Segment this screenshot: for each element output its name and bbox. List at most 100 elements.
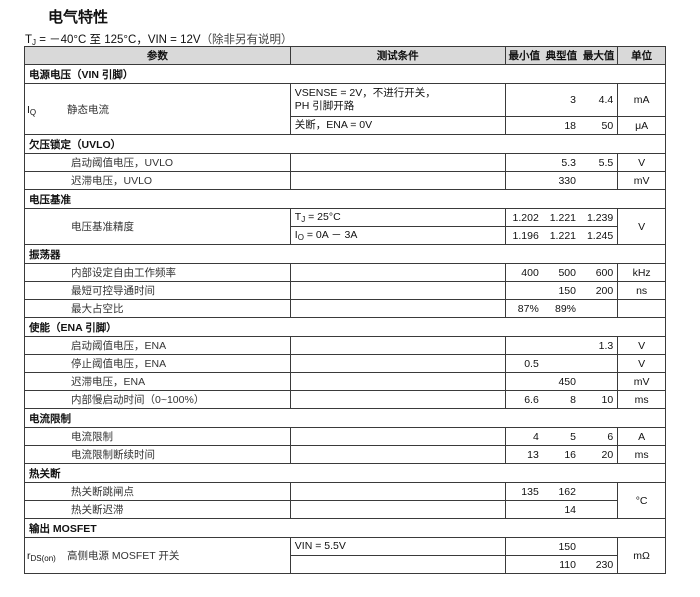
max-value [580, 372, 619, 391]
unit-cell: V [617, 354, 666, 373]
table-row: 迟滞电压，UVLO 330 mV [24, 171, 666, 190]
typ-value: 5.3 [542, 153, 580, 172]
typ-value: 150 [542, 281, 580, 300]
test-condition-cell [289, 500, 506, 519]
section-row: 振荡器 [24, 244, 666, 264]
conditions-line: TJ = －40°C 至 125°C，VIN = 12V（除非另有说明） [25, 31, 293, 47]
typ-value: 8 [542, 390, 580, 409]
typ-value: 5 [542, 427, 580, 446]
table-row: 电流限制断续时间 13 16 20 ms [24, 445, 666, 464]
parameter-name: 电压基准精度 [71, 221, 134, 233]
unit-cell: mA [617, 83, 666, 117]
test-condition-cell [289, 153, 506, 172]
conditions-text: = －40°C 至 125°C，VIN = 12V [36, 34, 201, 46]
header-test-conditions: 测试条件 [289, 46, 506, 65]
parameter-cell: 电压基准精度 [24, 208, 291, 245]
condition-symbol: I [294, 229, 298, 241]
parameter-cell: 最大占空比 [24, 299, 291, 318]
section-title: 电流限制 [24, 408, 666, 428]
electrical-characteristics-table: 参数 测试条件 最小值 典型值 最大值 单位 电源电压（VIN 引脚） IQ 静态电… [24, 46, 666, 574]
parameter-cell: 热关断跳闸点 [24, 482, 291, 501]
symbol-subscript: Q [29, 107, 37, 117]
parameter-name: 迟滞电压，UVLO [71, 175, 153, 187]
unit-cell: μA [617, 116, 666, 135]
min-value: 6.6 [504, 390, 543, 409]
parameter-name: 热关断迟滞 [71, 504, 124, 516]
min-value [504, 372, 543, 391]
tj-subscript: J [32, 38, 37, 47]
table-row: 启动阈值电压，UVLO 5.3 5.5 V [24, 153, 666, 172]
test-condition-cell [289, 354, 506, 373]
unit-cell: ms [617, 390, 666, 409]
parameter-name: 内部慢启动时间（0~100%） [71, 394, 205, 406]
parameter-name: 迟滞电压，ENA [71, 376, 146, 388]
table-row: 电流限制 4 5 6 A [24, 427, 666, 446]
page-title: 电气特性 [48, 9, 109, 26]
table-row: 关断，ENA = 0V 18 50 μA [25, 116, 666, 135]
parameter-name: 启动阈值电压，ENA [71, 340, 167, 352]
parameter-name: 内部设定自由工作频率 [71, 267, 176, 279]
table-row: 热关断跳闸点 135 162 °C [24, 482, 666, 519]
header-typ: 典型值 [542, 46, 580, 65]
test-condition-cell [289, 390, 506, 409]
table-row: 启动阈值电压，ENA 1.3 V [24, 336, 666, 355]
min-value [504, 153, 543, 172]
max-value [580, 171, 619, 190]
parameter-cell: 启动阈值电压，ENA [24, 336, 291, 355]
table-row: 内部设定自由工作频率 400 500 600 kHz [24, 263, 666, 282]
parameter-cell: 迟滞电压，UVLO [24, 171, 291, 190]
test-condition-cell [289, 427, 506, 446]
min-value: 1.202 [504, 208, 543, 227]
condition-text: = 0A － 3A [303, 229, 358, 241]
unit-cell: mV [617, 372, 666, 391]
header-unit: 单位 [617, 46, 666, 65]
section-title: 热关断 [24, 463, 666, 483]
section-title: 振荡器 [24, 244, 666, 264]
max-value [580, 482, 619, 501]
section-row: 欠压锁定（UVLO） [24, 134, 666, 154]
table-row: 内部慢启动时间（0~100%） 6.6 8 10 ms [24, 390, 666, 409]
table-row: 热关断迟滞 14 [24, 500, 666, 519]
condition-text: VIN = 5.5V [294, 540, 346, 552]
section-row: 热关断 [24, 463, 666, 483]
parameter-cell: 迟滞电压，ENA [24, 372, 291, 391]
max-value [580, 354, 619, 373]
condition-subscript: J [301, 215, 306, 224]
section-row: 使能（ENA 引脚） [24, 317, 666, 337]
parameter-name: 电流限制 [71, 431, 113, 443]
test-condition-cell: IO = 0A － 3A [289, 226, 506, 245]
test-condition-cell: VIN = 5.5V [289, 537, 506, 556]
section-title: 电源电压（VIN 引脚） [24, 64, 666, 84]
max-value: 5.5 [580, 153, 619, 172]
parameter-name: 静态电流 [67, 103, 109, 116]
typ-value: 1.221 [542, 208, 580, 227]
max-value: 200 [580, 281, 619, 300]
min-value [504, 116, 543, 135]
table-row: 迟滞电压，ENA 450 mV [24, 372, 666, 391]
condition-subscript: O [297, 233, 304, 242]
typ-value: 150 [542, 537, 580, 556]
min-value: 13 [504, 445, 543, 464]
typ-value: 500 [542, 263, 580, 282]
table-row: 最短可控导通时间 150 200 ns [24, 281, 666, 300]
test-condition-cell: 关断，ENA = 0V [289, 116, 506, 135]
section-title: 欠压锁定（UVLO） [24, 134, 666, 154]
min-value [504, 555, 543, 574]
max-value [580, 500, 619, 519]
symbol-subscript: DS(on) [30, 554, 56, 563]
unit-cell: V [617, 153, 666, 172]
max-value: 230 [580, 555, 619, 574]
test-condition-cell [289, 445, 506, 464]
min-value: 1.196 [504, 226, 543, 245]
unit-cell: ns [617, 281, 666, 300]
max-value: 6 [580, 427, 619, 446]
unit-cell: ms [617, 445, 666, 464]
min-value: 135 [504, 482, 543, 501]
typ-value: 14 [542, 500, 580, 519]
header-parameter: 参数 [24, 46, 291, 65]
condition-text: = 25°C [305, 211, 341, 223]
min-value: 0.5 [504, 354, 543, 373]
parameter-name: 高侧电源 MOSFET 开关 [67, 550, 180, 562]
parameter-cell: 电流限制断续时间 [24, 445, 291, 464]
header-min: 最小值 [504, 46, 543, 65]
